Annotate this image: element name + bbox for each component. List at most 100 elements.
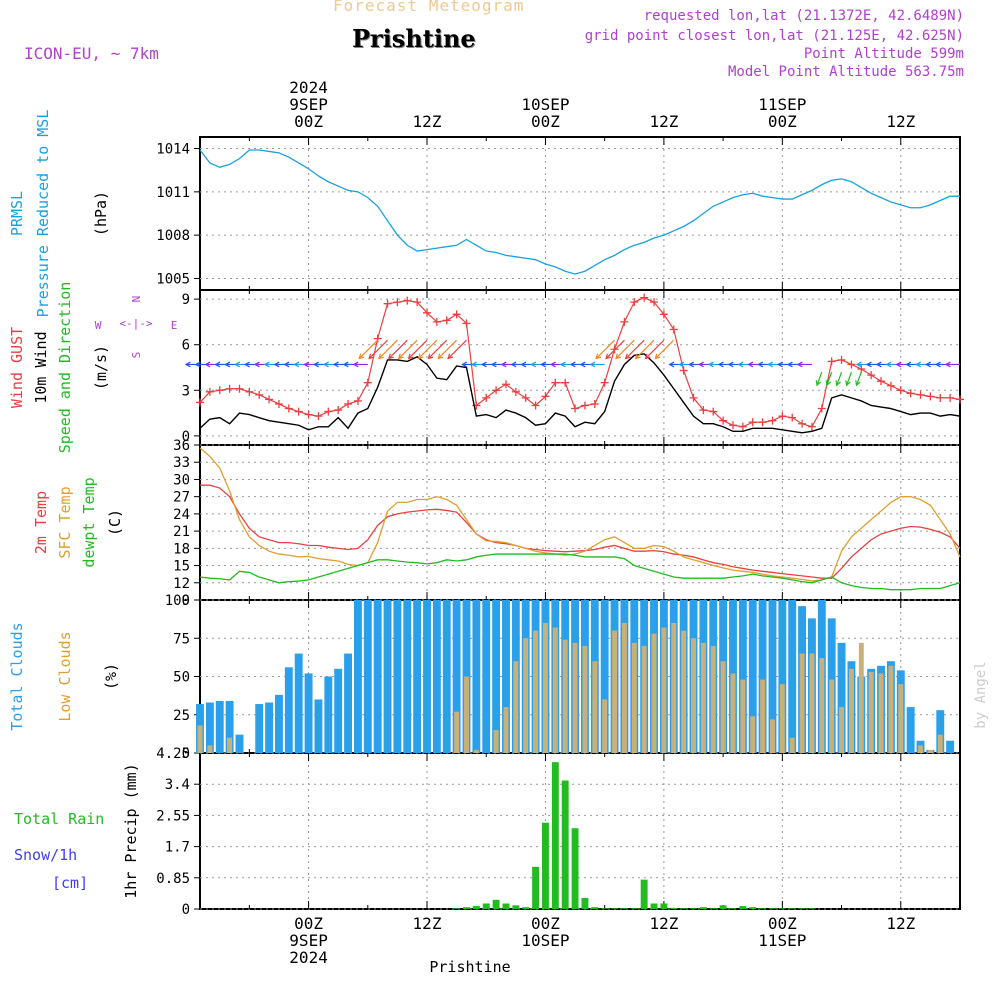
gust-point [462, 319, 471, 328]
gust-point [778, 412, 787, 421]
wind-direction-arrow [388, 339, 408, 359]
gust-point [225, 384, 234, 393]
temp-series-0-line [200, 484, 961, 579]
low-cloud-bar [750, 716, 756, 753]
wind-direction-arrowhead [293, 361, 300, 368]
gust-point [531, 401, 540, 410]
gust-point [946, 393, 955, 402]
total-cloud-bar [502, 600, 510, 753]
rain-bar [699, 907, 707, 909]
wind-direction-arrowhead [540, 361, 547, 368]
rain-bar [778, 908, 786, 909]
wind-direction-arrowhead [615, 353, 621, 360]
gust-point [807, 422, 816, 431]
pressure-ytick-label: 1014 [156, 142, 190, 158]
wind-direction-arrowhead [579, 361, 586, 368]
gust-point [492, 386, 501, 395]
total-cloud-bar [423, 600, 431, 753]
gust-point [373, 334, 382, 343]
low-cloud-bar [789, 737, 795, 753]
temp-series-1-line [199, 447, 961, 582]
gust-point [551, 378, 560, 387]
wind-direction-arrowhead [480, 361, 487, 368]
top-date-label: 00Z [294, 112, 323, 131]
wind-direction-arrowhead [925, 361, 931, 368]
requested-point: requested lon,lat (21.1372E, 42.6489N) [643, 8, 964, 24]
low-cloud-bar [572, 642, 578, 753]
precip-ytick-label: 3.4 [165, 777, 190, 793]
low-cloud-bar [542, 622, 548, 753]
compass-ew-arrow: <-|-> [119, 317, 152, 330]
rain-bar [709, 908, 717, 909]
wind-direction-arrow [654, 339, 675, 359]
top-date-label: 00Z [531, 112, 560, 131]
bottom-date-label: 10SEP [521, 931, 569, 950]
wind-direction-arrowhead [397, 353, 404, 360]
wind-direction-arrowhead [776, 361, 783, 368]
low-cloud-bar [858, 642, 864, 753]
grid-point: grid point closest lon,lat (21.125E, 42.… [584, 28, 964, 44]
bottom-date-label: 12Z [649, 914, 678, 933]
gust-point [936, 393, 945, 402]
total-cloud-bar [235, 734, 244, 753]
wind-direction-arrowhead [214, 361, 221, 368]
gust-point [689, 393, 698, 402]
gust-point [847, 360, 856, 369]
rain-bar [512, 905, 520, 909]
gust-point [511, 387, 520, 396]
gust-point [659, 310, 668, 319]
total-cloud-bar [432, 600, 441, 753]
wind-direction-arrowhead [865, 361, 872, 368]
temperature-ytick-label: 30 [173, 472, 190, 488]
gust-point [482, 393, 491, 402]
gust-point [896, 386, 905, 395]
top-date-label: 2024 [289, 78, 328, 97]
wind-ytick-label: 0 [182, 429, 190, 445]
low-cloud-bar [592, 661, 598, 753]
gust-point [571, 404, 580, 413]
gust-point [413, 298, 422, 307]
bottom-date-label: 2024 [289, 948, 328, 967]
wind-direction-arrowhead [905, 361, 912, 368]
total-cloud-bar [304, 673, 313, 753]
gust-point [334, 406, 343, 415]
total-cloud-bar [353, 600, 362, 753]
rain-bar [670, 907, 678, 909]
clouds-ytick-label: 25 [173, 708, 190, 724]
low-cloud-bar [927, 749, 933, 753]
rain-bar [482, 903, 490, 909]
low-cloud-bar [552, 627, 558, 753]
gust-point [294, 407, 303, 416]
gust-point [245, 387, 254, 396]
bottom-date-label: 12Z [886, 914, 915, 933]
temperature-panel-frame [199, 444, 961, 601]
clouds-unit-label: (%) [102, 663, 120, 690]
temperature-ytick-label: 18 [173, 541, 190, 557]
wind-direction-arrowhead [678, 361, 685, 368]
total-cloud-bar [363, 600, 372, 753]
gust-line [199, 296, 961, 428]
wind-direction-arrowhead [569, 361, 576, 368]
gust-point [363, 378, 372, 387]
low-cloud-bar [918, 745, 923, 753]
wind-direction-arrowhead [875, 361, 882, 368]
wind-direction-arrowhead [944, 361, 951, 368]
clouds-ytick-label: 50 [173, 670, 190, 686]
low-cloud-bar [612, 630, 618, 753]
rain-bar [463, 907, 470, 909]
low-cloud-bar [582, 645, 588, 753]
bottom-date-label: 00Z [768, 914, 797, 933]
total-clouds-ylabel: Total Clouds [8, 622, 26, 730]
wind-direction-arrowhead [530, 361, 537, 368]
rain-bar [739, 906, 747, 909]
rain-bar [532, 866, 540, 909]
rain-bar [808, 908, 816, 909]
low-cloud-bar [671, 622, 677, 753]
rain-bar [601, 908, 609, 909]
pressure-ytick-label: 1008 [156, 228, 190, 244]
wind-direction-arrowhead [688, 361, 695, 368]
wind-direction-arrowhead [559, 361, 566, 368]
top-date-label: 9SEP [289, 95, 328, 114]
total-cloud-bar [452, 600, 461, 753]
gust-point [827, 357, 836, 366]
